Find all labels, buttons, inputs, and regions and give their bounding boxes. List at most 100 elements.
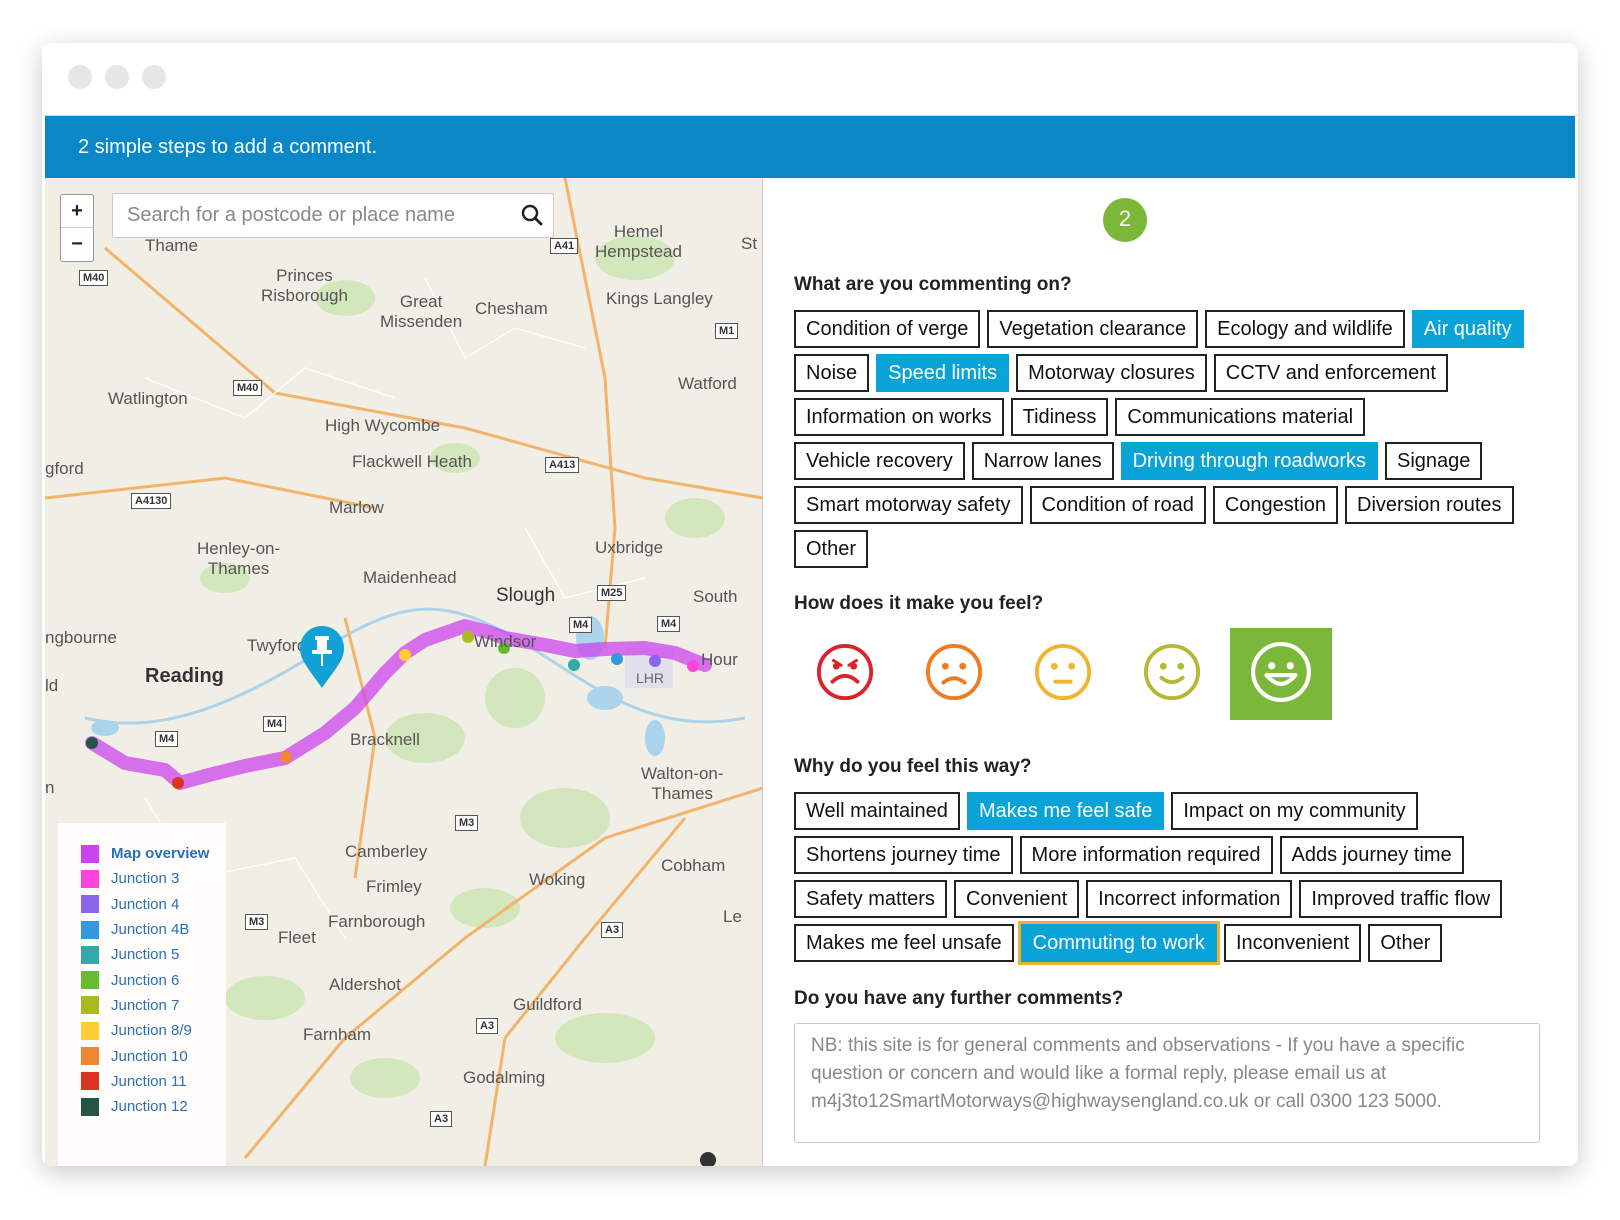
road-shield: M3 [245, 914, 269, 930]
legend-item[interactable]: Map overview [81, 841, 226, 866]
legend-label: Junction 7 [111, 996, 180, 1014]
map-legend: Map overview Junction 3 Junction 4 Junction… [58, 823, 226, 1166]
question-why: Why do you feel this way? [794, 756, 1032, 777]
legend-label: Junction 12 [111, 1098, 188, 1116]
feeling-option[interactable] [903, 628, 1005, 720]
option-chip[interactable]: Diversion routes [1345, 486, 1514, 524]
option-chip[interactable]: Smart motorway safety [794, 486, 1023, 524]
legend-item[interactable]: Junction 12 [81, 1094, 226, 1119]
place-label: Cobham [661, 856, 726, 875]
place-label: Fleet [278, 928, 316, 947]
search-icon[interactable] [521, 204, 543, 231]
place-label: LHR [636, 670, 665, 686]
option-chip[interactable]: Ecology and wildlife [1205, 310, 1405, 348]
option-chip[interactable]: Adds journey time [1279, 836, 1464, 874]
option-chip[interactable]: CCTV and enforcement [1213, 354, 1448, 392]
legend-swatch [81, 895, 99, 914]
place-label: Kings Langley [606, 289, 713, 308]
option-chip[interactable]: Commuting to work [1020, 924, 1217, 962]
option-chip[interactable]: Impact on my community [1171, 792, 1418, 830]
option-chip[interactable]: Information on works [794, 398, 1004, 436]
very-happy-face-icon [1250, 641, 1312, 708]
comments-textarea[interactable]: NB: this site is for general comments an… [794, 1023, 1540, 1143]
road-shield: A4130 [131, 493, 172, 509]
place-label: Camberley [345, 842, 428, 861]
legend-item[interactable]: Junction 4 [81, 892, 226, 917]
option-chip[interactable]: Vehicle recovery [794, 442, 965, 480]
legend-item[interactable]: Junction 3 [81, 866, 226, 891]
legend-label: Junction 5 [111, 946, 180, 964]
option-chip[interactable]: Safety matters [794, 880, 947, 918]
legend-item[interactable]: Junction 8/9 [81, 1018, 226, 1043]
map-pin-icon[interactable] [298, 626, 346, 695]
option-chip[interactable]: Inconvenient [1223, 924, 1362, 962]
option-chip[interactable]: Shortens journey time [794, 836, 1013, 874]
option-chip[interactable]: Condition of verge [794, 310, 981, 348]
legend-item[interactable]: Junction 7 [81, 993, 226, 1018]
place-label: Guildford [513, 995, 582, 1014]
question-feel: How does it make you feel? [794, 593, 1044, 614]
road-shield: A413 [545, 457, 580, 473]
option-chip[interactable]: Narrow lanes [971, 442, 1114, 480]
option-chip[interactable]: Air quality [1411, 310, 1524, 348]
zoom-out-button[interactable]: − [71, 233, 83, 255]
window-minimize-dot[interactable] [105, 65, 129, 89]
option-chip[interactable]: Communications material [1115, 398, 1366, 436]
option-chip[interactable]: Improved traffic flow [1299, 880, 1503, 918]
chip-row: Safety matters Convenient Incorrect inform… [794, 880, 1544, 918]
option-chip[interactable]: Congestion [1212, 486, 1339, 524]
window-close-dot[interactable] [68, 65, 92, 89]
option-chip[interactable]: More information required [1019, 836, 1273, 874]
option-chip[interactable]: Other [1368, 924, 1443, 962]
feeling-option[interactable] [1230, 628, 1332, 720]
place-label: Farnborough [328, 912, 426, 931]
feeling-option[interactable] [1121, 628, 1223, 720]
option-chip[interactable]: Convenient [953, 880, 1080, 918]
legend-item[interactable]: Junction 6 [81, 967, 226, 992]
legend-label: Junction 11 [111, 1072, 187, 1090]
place-label: Frimley [366, 877, 422, 896]
unhappy-face-icon [925, 643, 983, 706]
option-chip[interactable]: Vegetation clearance [987, 310, 1199, 348]
legend-item[interactable]: Junction 10 [81, 1043, 226, 1068]
option-chip[interactable]: Driving through roadworks [1120, 442, 1379, 480]
option-chip[interactable]: Motorway closures [1016, 354, 1207, 392]
place-label: Aldershot [329, 975, 401, 994]
place-label: Woking [529, 870, 586, 889]
zoom-control: + − [60, 194, 94, 262]
map-panel[interactable]: Thame Princes Risborough Great Missenden… [45, 178, 763, 1166]
legend-swatch [81, 869, 99, 888]
option-chip[interactable]: Incorrect information [1086, 880, 1293, 918]
option-chip[interactable]: Speed limits [876, 354, 1010, 392]
chip-row: Smart motorway safety Condition of road Co… [794, 486, 1544, 524]
feeling-faces [794, 628, 1339, 720]
place-label: Chesham [475, 299, 548, 318]
option-chip[interactable]: Tidiness [1010, 398, 1109, 436]
feeling-option[interactable] [794, 628, 896, 720]
window-maximize-dot[interactable] [142, 65, 166, 89]
road-shield: A41 [550, 238, 579, 254]
place-label: Flackwell Heath [352, 452, 472, 471]
road-shield: M4 [155, 731, 179, 747]
chip-row: Information on works Tidiness Communicatio… [794, 398, 1544, 436]
option-chip[interactable]: Makes me feel unsafe [794, 924, 1014, 962]
place-label: Uxbridge [595, 538, 664, 557]
road-shield: M40 [233, 380, 263, 396]
place-label: Princes Risborough [261, 266, 348, 305]
legend-item[interactable]: Junction 11 [81, 1069, 226, 1094]
legend-item[interactable]: Junction 5 [81, 942, 226, 967]
option-chip[interactable]: Well maintained [794, 792, 960, 830]
search-input[interactable] [113, 194, 493, 237]
feeling-option[interactable] [1012, 628, 1114, 720]
legend-swatch [81, 1072, 99, 1091]
option-chip[interactable]: Condition of road [1029, 486, 1206, 524]
option-chip[interactable]: Makes me feel safe [966, 792, 1165, 830]
option-chip[interactable]: Other [794, 530, 869, 568]
option-chip[interactable]: Signage [1385, 442, 1483, 480]
road-shield: M1 [715, 323, 739, 339]
legend-item[interactable]: Junction 4B [81, 917, 226, 942]
option-chip[interactable]: Noise [794, 354, 870, 392]
very-unhappy-face-icon [816, 643, 874, 706]
zoom-in-button[interactable]: + [61, 195, 93, 228]
legend-swatch [81, 971, 99, 990]
